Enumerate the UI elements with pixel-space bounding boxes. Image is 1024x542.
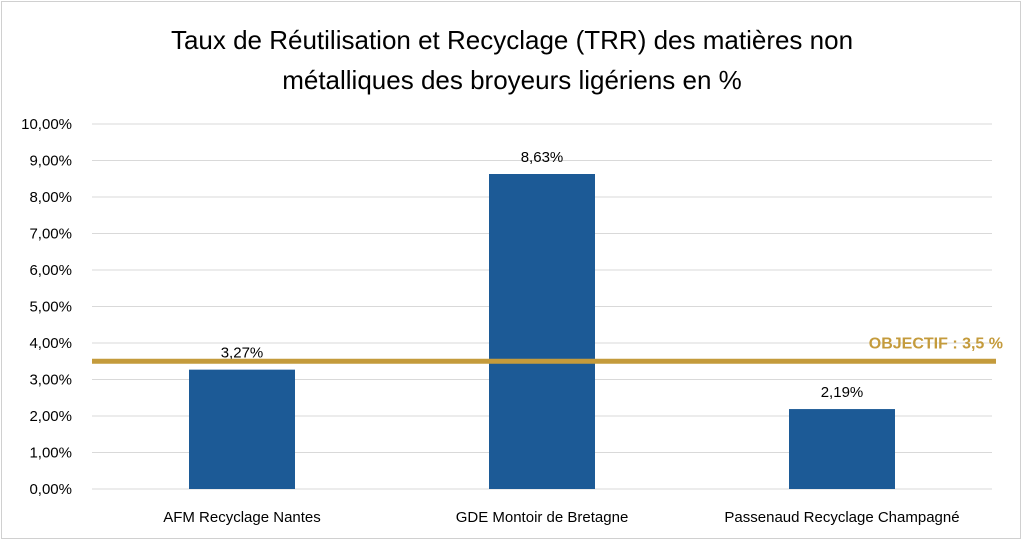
x-category-label: GDE Montoir de Bretagne xyxy=(456,509,629,526)
y-tick-label: 6,00% xyxy=(29,262,72,279)
data-label: 8,63% xyxy=(521,149,564,166)
x-category-label: AFM Recyclage Nantes xyxy=(163,509,321,526)
y-tick-label: 3,00% xyxy=(29,372,72,389)
y-tick-label: 2,00% xyxy=(29,408,72,425)
chart-title-line-2: métalliques des broyeurs ligériens en % xyxy=(282,65,742,95)
y-tick-label: 8,00% xyxy=(29,189,72,206)
y-tick-label: 9,00% xyxy=(29,153,72,170)
y-tick-label: 1,00% xyxy=(29,445,72,462)
bar xyxy=(789,409,895,489)
chart-title: Taux de Réutilisation et Recyclage (TRR)… xyxy=(2,20,1022,100)
bar xyxy=(189,369,295,489)
chart-title-line-1: Taux de Réutilisation et Recyclage (TRR)… xyxy=(170,25,854,55)
data-label: 2,19% xyxy=(821,384,864,401)
bar xyxy=(489,174,595,489)
target-label: OBJECTIF : 3,5 % xyxy=(869,335,1003,352)
y-tick-label: 7,00% xyxy=(29,226,72,243)
y-tick-label: 10,00% xyxy=(21,116,72,133)
x-category-label: Passenaud Recyclage Champagné xyxy=(724,509,959,526)
y-tick-label: 4,00% xyxy=(29,335,72,352)
y-tick-label: 0,00% xyxy=(29,481,72,498)
y-tick-label: 5,00% xyxy=(29,299,72,316)
data-label: 3,27% xyxy=(221,345,264,362)
